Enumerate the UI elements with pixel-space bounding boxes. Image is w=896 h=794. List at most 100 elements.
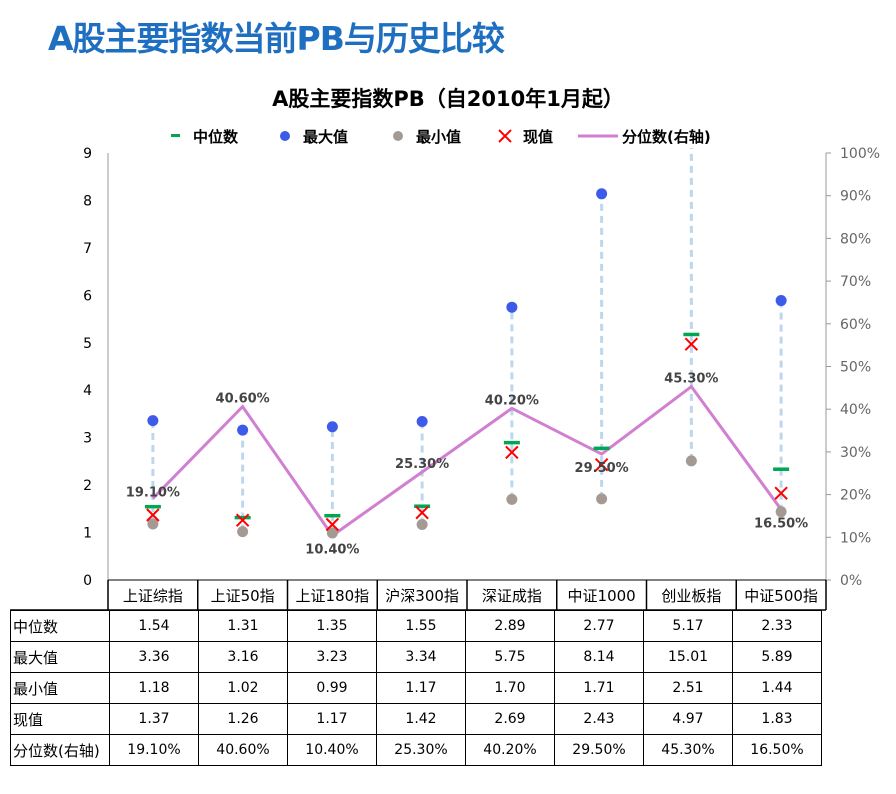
table-cell: 1.17 <box>376 672 466 704</box>
legend-x-icon <box>498 129 512 143</box>
median-mark <box>773 467 790 471</box>
current-mark <box>594 458 609 472</box>
median-mark <box>144 504 161 509</box>
category-label: 上证综指 <box>123 587 183 605</box>
chart: A股主要指数PB（自2010年1月起） 中位数 最大值 最小值 现值 分位数(右轴) 0 1 2… <box>10 87 880 611</box>
right-tick-label: 70% <box>840 274 871 290</box>
left-tick-label: 6 <box>83 288 92 304</box>
category-label: 沪深300指 <box>385 587 459 605</box>
table-cell: 1.55 <box>376 610 466 642</box>
table-cell: 1.83 <box>732 703 822 735</box>
table-cell: 5.75 <box>465 641 555 673</box>
median-mark <box>324 513 341 518</box>
legend-label: 现值 <box>523 128 553 146</box>
max-point <box>775 295 787 307</box>
left-tick-label: 2 <box>83 478 92 494</box>
table-cell: 1.35 <box>287 610 377 642</box>
median-mark <box>683 332 700 337</box>
table-cell: 1.31 <box>198 610 288 642</box>
category-label: 上证180指 <box>296 587 370 605</box>
table-cell: 1.71 <box>554 672 644 704</box>
max-point <box>506 301 518 313</box>
table-cell: 1.44 <box>732 672 822 704</box>
percentile-label: 16.50% <box>754 517 808 532</box>
table-cell: 3.34 <box>376 641 466 673</box>
row-header: 现值 <box>10 703 110 735</box>
table-cell: 1.54 <box>109 610 199 642</box>
table-cell: 1.37 <box>109 703 199 735</box>
left-tick-label: 9 <box>83 146 92 162</box>
legend-label: 中位数 <box>193 128 239 146</box>
left-tick-label: 3 <box>83 431 92 447</box>
legend-dot-icon <box>280 131 290 141</box>
data-table: 中位数 1.54 1.31 1.35 1.55 2.89 2.77 5.17 2.33 最大值 3.… <box>10 610 822 766</box>
table-cell: 19.10% <box>109 734 199 766</box>
table-cell: 1.17 <box>287 703 377 735</box>
percentile-label: 10.40% <box>305 543 359 558</box>
legend-label: 最大值 <box>303 128 348 146</box>
min-point <box>147 518 159 530</box>
table-cell: 1.02 <box>198 672 288 704</box>
current-mark <box>146 508 160 522</box>
max-point <box>416 416 428 428</box>
row-header: 分位数(右轴) <box>10 734 110 766</box>
table-row: 最大值 3.36 3.16 3.23 3.34 5.75 8.14 15.01 5.89 <box>10 641 822 673</box>
table-cell: 1.42 <box>376 703 466 735</box>
table-cell: 29.50% <box>554 734 644 766</box>
percentile-label: 40.20% <box>485 393 539 408</box>
left-tick-label: 5 <box>83 336 92 352</box>
min-point <box>685 455 697 467</box>
table-cell: 2.69 <box>465 703 555 735</box>
legend-dot-icon <box>393 131 403 141</box>
right-tick-label: 90% <box>840 189 871 205</box>
category-label: 深证成指 <box>482 587 542 605</box>
right-tick-label: 10% <box>840 530 871 546</box>
legend-median-icon <box>171 134 180 137</box>
row-header: 中位数 <box>10 610 110 642</box>
legend-label: 分位数(右轴) <box>622 128 711 146</box>
current-mark <box>505 445 519 460</box>
table-cell: 5.89 <box>732 641 822 673</box>
page-title: A股主要指数当前PB与历史比较 <box>48 19 505 58</box>
table-cell: 3.23 <box>287 641 377 673</box>
table-cell: 3.16 <box>198 641 288 673</box>
left-tick-label: 0 <box>83 573 92 589</box>
table-cell: 15.01 <box>643 641 733 673</box>
current-mark <box>415 505 429 520</box>
table-cell: 1.26 <box>198 703 288 735</box>
min-point <box>506 493 518 505</box>
min-point <box>596 493 608 505</box>
table-cell: 0.99 <box>287 672 377 704</box>
table-row: 最小值 1.18 1.02 0.99 1.17 1.70 1.71 2.51 1.44 <box>10 672 822 704</box>
current-mark <box>684 337 699 351</box>
category-label: 上证50指 <box>211 587 275 605</box>
current-mark <box>235 513 250 527</box>
table-cell: 8.14 <box>554 641 644 673</box>
chart-title: A股主要指数PB（自2010年1月起） <box>272 87 624 111</box>
median-mark <box>503 440 520 445</box>
current-mark <box>325 517 340 532</box>
min-point <box>326 527 338 539</box>
percentile-label: 25.30% <box>395 457 449 472</box>
right-tick-label: 50% <box>840 360 871 376</box>
max-point <box>237 424 249 436</box>
table-row: 分位数(右轴) 19.10% 40.60% 10.40% 25.30% 40.20% 29.… <box>10 734 822 766</box>
table-cell: 1.70 <box>465 672 555 704</box>
min-point <box>775 506 787 518</box>
table-cell: 25.30% <box>376 734 466 766</box>
max-point <box>147 415 159 427</box>
legend-label: 最小值 <box>416 128 461 146</box>
category-label: 中证1000 <box>568 587 636 605</box>
category-label: 中证500指 <box>744 587 818 605</box>
row-header: 最大值 <box>10 641 110 673</box>
percentile-label: 19.10% <box>126 485 180 500</box>
right-tick-label: 30% <box>840 445 871 461</box>
table-cell: 3.36 <box>109 641 199 673</box>
right-tick-label: 20% <box>840 488 871 504</box>
table-cell: 1.18 <box>109 672 199 704</box>
median-mark <box>593 446 610 451</box>
table-cell: 16.50% <box>732 734 822 766</box>
table-cell: 10.40% <box>287 734 377 766</box>
table-cell: 40.20% <box>465 734 555 766</box>
percentile-label: 29.50% <box>575 461 629 476</box>
